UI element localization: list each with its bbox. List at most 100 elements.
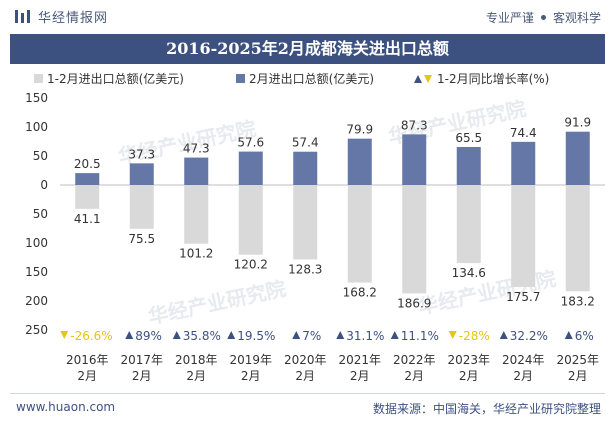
legend-label-growth: 1-2月同比增长率(%) — [437, 71, 549, 86]
data-label-ytd: 186.9 — [397, 296, 431, 310]
y-tick-label: 150 — [25, 265, 48, 279]
bar-ytd — [456, 185, 481, 264]
x-tick-label-line: 2月 — [295, 369, 315, 383]
bar-ytd — [129, 185, 154, 229]
bar-feb — [347, 138, 372, 185]
x-tick-label-line: 2025年 — [556, 353, 599, 367]
huajing-logo-icon — [15, 10, 30, 23]
y-tick-label: 50 — [33, 207, 48, 221]
data-label-feb: 74.4 — [510, 126, 537, 140]
legend-down-triangle-icon — [424, 75, 432, 83]
x-tick-label-line: 2016年 — [66, 353, 109, 367]
title-bar: 2016-2025年2月成都海关进出口总额 — [10, 34, 605, 64]
bar-feb — [184, 157, 209, 185]
x-tick-label-line: 2019年 — [229, 353, 272, 367]
growth-label: 11.1% — [401, 329, 439, 343]
data-label-ytd: 183.2 — [561, 294, 595, 308]
growth-label: 6% — [575, 329, 594, 343]
top-bar: 华经情报网 专业严谨 客观科学 — [0, 0, 615, 34]
footer-divider — [10, 393, 605, 394]
bar-ytd — [75, 185, 100, 209]
data-label-ytd: 128.3 — [288, 262, 322, 276]
x-tick-label-line: 2月 — [404, 369, 424, 383]
bar-feb — [565, 131, 590, 185]
x-tick-label-line: 2月 — [186, 369, 206, 383]
data-label-feb: 91.9 — [564, 116, 591, 130]
bar-feb — [75, 173, 100, 185]
y-tick-label: 50 — [33, 149, 48, 163]
growth-label: 7% — [302, 329, 321, 343]
data-label-feb: 20.5 — [74, 157, 101, 171]
x-tick-label-line: 2月 — [77, 369, 97, 383]
legend-label-ytd: 1-2月进出口总额(亿美元) — [47, 71, 184, 86]
bar-ytd — [238, 185, 263, 255]
growth-label: 89% — [135, 329, 162, 343]
up-triangle-icon — [172, 331, 181, 339]
x-tick-label: 2023年 2月 — [447, 353, 490, 383]
footer-url[interactable]: www.huaon.com — [16, 400, 116, 414]
up-triangle-icon — [390, 331, 399, 339]
legend-label-feb: 2月进出口总额(亿美元) — [249, 71, 374, 86]
chart-title: 2016-2025年2月成都海关进出口总额 — [166, 39, 449, 58]
footer-source: 数据来源：中国海关，华经产业研究院整理 — [372, 402, 601, 416]
data-label-feb: 79.9 — [346, 123, 373, 137]
data-label-ytd: 41.1 — [74, 212, 101, 226]
y-tick-label: 200 — [25, 294, 48, 308]
legend-swatch-feb — [236, 74, 245, 83]
bar-feb — [511, 141, 536, 185]
legend-swatch-ytd — [34, 74, 43, 83]
bar-ytd — [565, 185, 590, 292]
x-tick-label: 2022年 2月 — [393, 353, 436, 383]
watermark-text: 华经产业研究院 — [146, 276, 288, 329]
bar-ytd — [511, 185, 536, 287]
growth-label: -28% — [459, 329, 490, 343]
bars — [75, 131, 590, 294]
brand[interactable]: 华经情报网 — [14, 7, 108, 26]
y-tick-label: 100 — [25, 120, 48, 134]
data-label-feb: 65.5 — [455, 131, 482, 145]
bar-ytd — [347, 185, 372, 283]
brand-name: 华经情报网 — [38, 11, 109, 26]
down-triangle-icon — [60, 331, 69, 339]
growth-row: -26.6% 89% 35.8% 19.5% 7% 31.1% 11.1% -28% 32.2%… — [60, 329, 594, 343]
growth-label: 19.5% — [237, 329, 275, 343]
up-triangle-icon — [499, 331, 508, 339]
up-triangle-icon — [227, 331, 236, 339]
growth-label: -26.6% — [70, 329, 112, 343]
x-tick-label: 2021年 2月 — [338, 353, 381, 383]
data-label-feb: 37.3 — [128, 147, 155, 161]
data-label-feb: 57.4 — [292, 136, 319, 150]
x-tick-label-line: 2月 — [568, 369, 588, 383]
bar-feb — [402, 134, 427, 185]
data-label-feb: 47.3 — [183, 142, 210, 156]
up-triangle-icon — [292, 331, 301, 339]
growth-label: 31.1% — [346, 329, 384, 343]
bar-feb — [129, 163, 154, 185]
bar-ytd — [293, 185, 318, 260]
tagline-2: 客观科学 — [552, 11, 601, 25]
data-label-feb: 87.3 — [401, 118, 428, 132]
y-tick-label: 250 — [25, 323, 48, 337]
x-tick-label-line: 2023年 — [447, 353, 490, 367]
legend: 1-2月进出口总额(亿美元) 2月进出口总额(亿美元) 1-2月同比增长率(%) — [34, 71, 549, 86]
x-tick-label-line: 2021年 — [338, 353, 381, 367]
up-triangle-icon — [564, 331, 573, 339]
bar-feb — [293, 151, 318, 185]
x-tick-label-line: 2月 — [241, 369, 261, 383]
x-tick-label-line: 2月 — [350, 369, 370, 383]
bar-feb — [456, 147, 481, 185]
x-tick-label: 2018年 2月 — [175, 353, 218, 383]
x-tick-label: 2017年 2月 — [120, 353, 163, 383]
growth-label: 32.2% — [510, 329, 548, 343]
x-tick-label-line: 2024年 — [502, 353, 545, 367]
up-triangle-icon — [125, 331, 134, 339]
data-label-feb: 57.6 — [237, 136, 264, 150]
tagline-1: 专业严谨 — [485, 11, 534, 25]
x-tick-label: 2016年 2月 — [66, 353, 109, 383]
data-label-ytd: 175.7 — [506, 290, 540, 304]
x-tick-label: 2019年 2月 — [229, 353, 272, 383]
x-tick-label-line: 2月 — [132, 369, 152, 383]
